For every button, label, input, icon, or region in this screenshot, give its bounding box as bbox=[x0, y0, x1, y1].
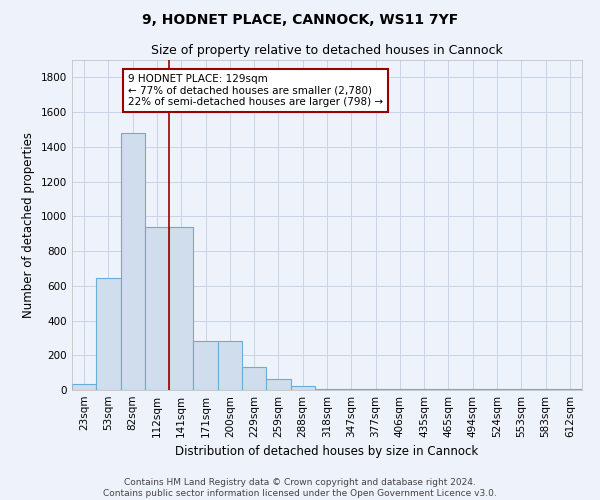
Bar bbox=[339, 389, 364, 390]
Bar bbox=[290, 386, 315, 390]
Bar bbox=[461, 389, 485, 390]
Bar bbox=[485, 389, 509, 390]
Bar bbox=[533, 389, 558, 390]
Bar bbox=[509, 389, 533, 390]
Bar bbox=[121, 133, 145, 390]
Bar bbox=[364, 389, 388, 390]
Text: 9 HODNET PLACE: 129sqm
← 77% of detached houses are smaller (2,780)
22% of semi-: 9 HODNET PLACE: 129sqm ← 77% of detached… bbox=[128, 74, 383, 107]
Bar bbox=[388, 389, 412, 390]
Title: Size of property relative to detached houses in Cannock: Size of property relative to detached ho… bbox=[151, 44, 503, 58]
Bar bbox=[266, 378, 290, 390]
Bar bbox=[96, 278, 121, 390]
Bar bbox=[242, 368, 266, 390]
Text: 9, HODNET PLACE, CANNOCK, WS11 7YF: 9, HODNET PLACE, CANNOCK, WS11 7YF bbox=[142, 12, 458, 26]
Bar bbox=[72, 384, 96, 390]
Bar bbox=[436, 389, 461, 390]
Bar bbox=[412, 389, 436, 390]
Bar bbox=[315, 389, 339, 390]
X-axis label: Distribution of detached houses by size in Cannock: Distribution of detached houses by size … bbox=[175, 446, 479, 458]
Bar bbox=[145, 226, 169, 390]
Text: Contains HM Land Registry data © Crown copyright and database right 2024.
Contai: Contains HM Land Registry data © Crown c… bbox=[103, 478, 497, 498]
Bar bbox=[169, 226, 193, 390]
Y-axis label: Number of detached properties: Number of detached properties bbox=[22, 132, 35, 318]
Bar bbox=[218, 340, 242, 390]
Bar bbox=[558, 389, 582, 390]
Bar bbox=[193, 340, 218, 390]
